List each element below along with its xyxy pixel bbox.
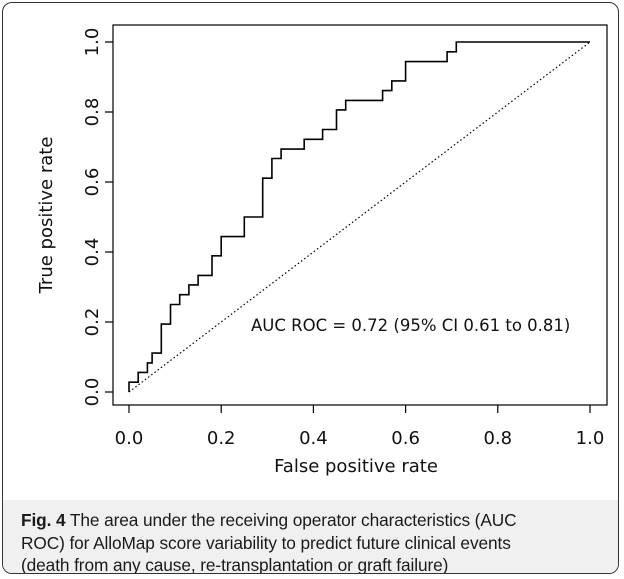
x-tick-label: 0.2 [207, 428, 236, 449]
figure-frame: 0.0 0.2 0.4 0.6 0.8 1.0 0.0 0.2 0.4 0.6 0.8 1.0 Fals… [2, 2, 619, 574]
x-axis-label: False positive rate [274, 456, 438, 477]
x-tick-label: 0.8 [483, 428, 512, 449]
reference-diagonal-line [128, 41, 591, 393]
y-tick-label: 0.2 [82, 308, 103, 337]
x-tick-label: 0.0 [115, 428, 144, 449]
x-tick-label: 0.4 [299, 428, 328, 449]
y-tick-label: 0.8 [82, 98, 103, 127]
figure-caption: Fig. 4 The area under the receiving oper… [3, 500, 618, 574]
y-tick-label: 0.6 [82, 168, 103, 197]
y-axis-label: True positive rate [36, 137, 57, 295]
roc-curve [128, 41, 590, 392]
plot-box [112, 24, 608, 406]
caption-text-line-3: (death from any cause, re-transplantatio… [21, 555, 449, 574]
y-tick-label: 0.4 [82, 238, 103, 267]
y-tick-label: 1.0 [82, 28, 103, 57]
auc-annotation: AUC ROC = 0.72 (95% CI 0.61 to 0.81) [251, 316, 570, 335]
caption-text-line-2: ROC) for AlloMap score variability to pr… [21, 532, 511, 553]
x-tick-label: 0.6 [391, 428, 420, 449]
caption-label: Fig. 4 [21, 510, 66, 530]
roc-chart: 0.0 0.2 0.4 0.6 0.8 1.0 0.0 0.2 0.4 0.6 0.8 1.0 Fals… [36, 24, 608, 477]
caption-text-line-1: The area under the receiving operator ch… [65, 510, 517, 530]
y-tick-label: 0.0 [82, 378, 103, 407]
x-tick-label: 1.0 [576, 428, 605, 449]
